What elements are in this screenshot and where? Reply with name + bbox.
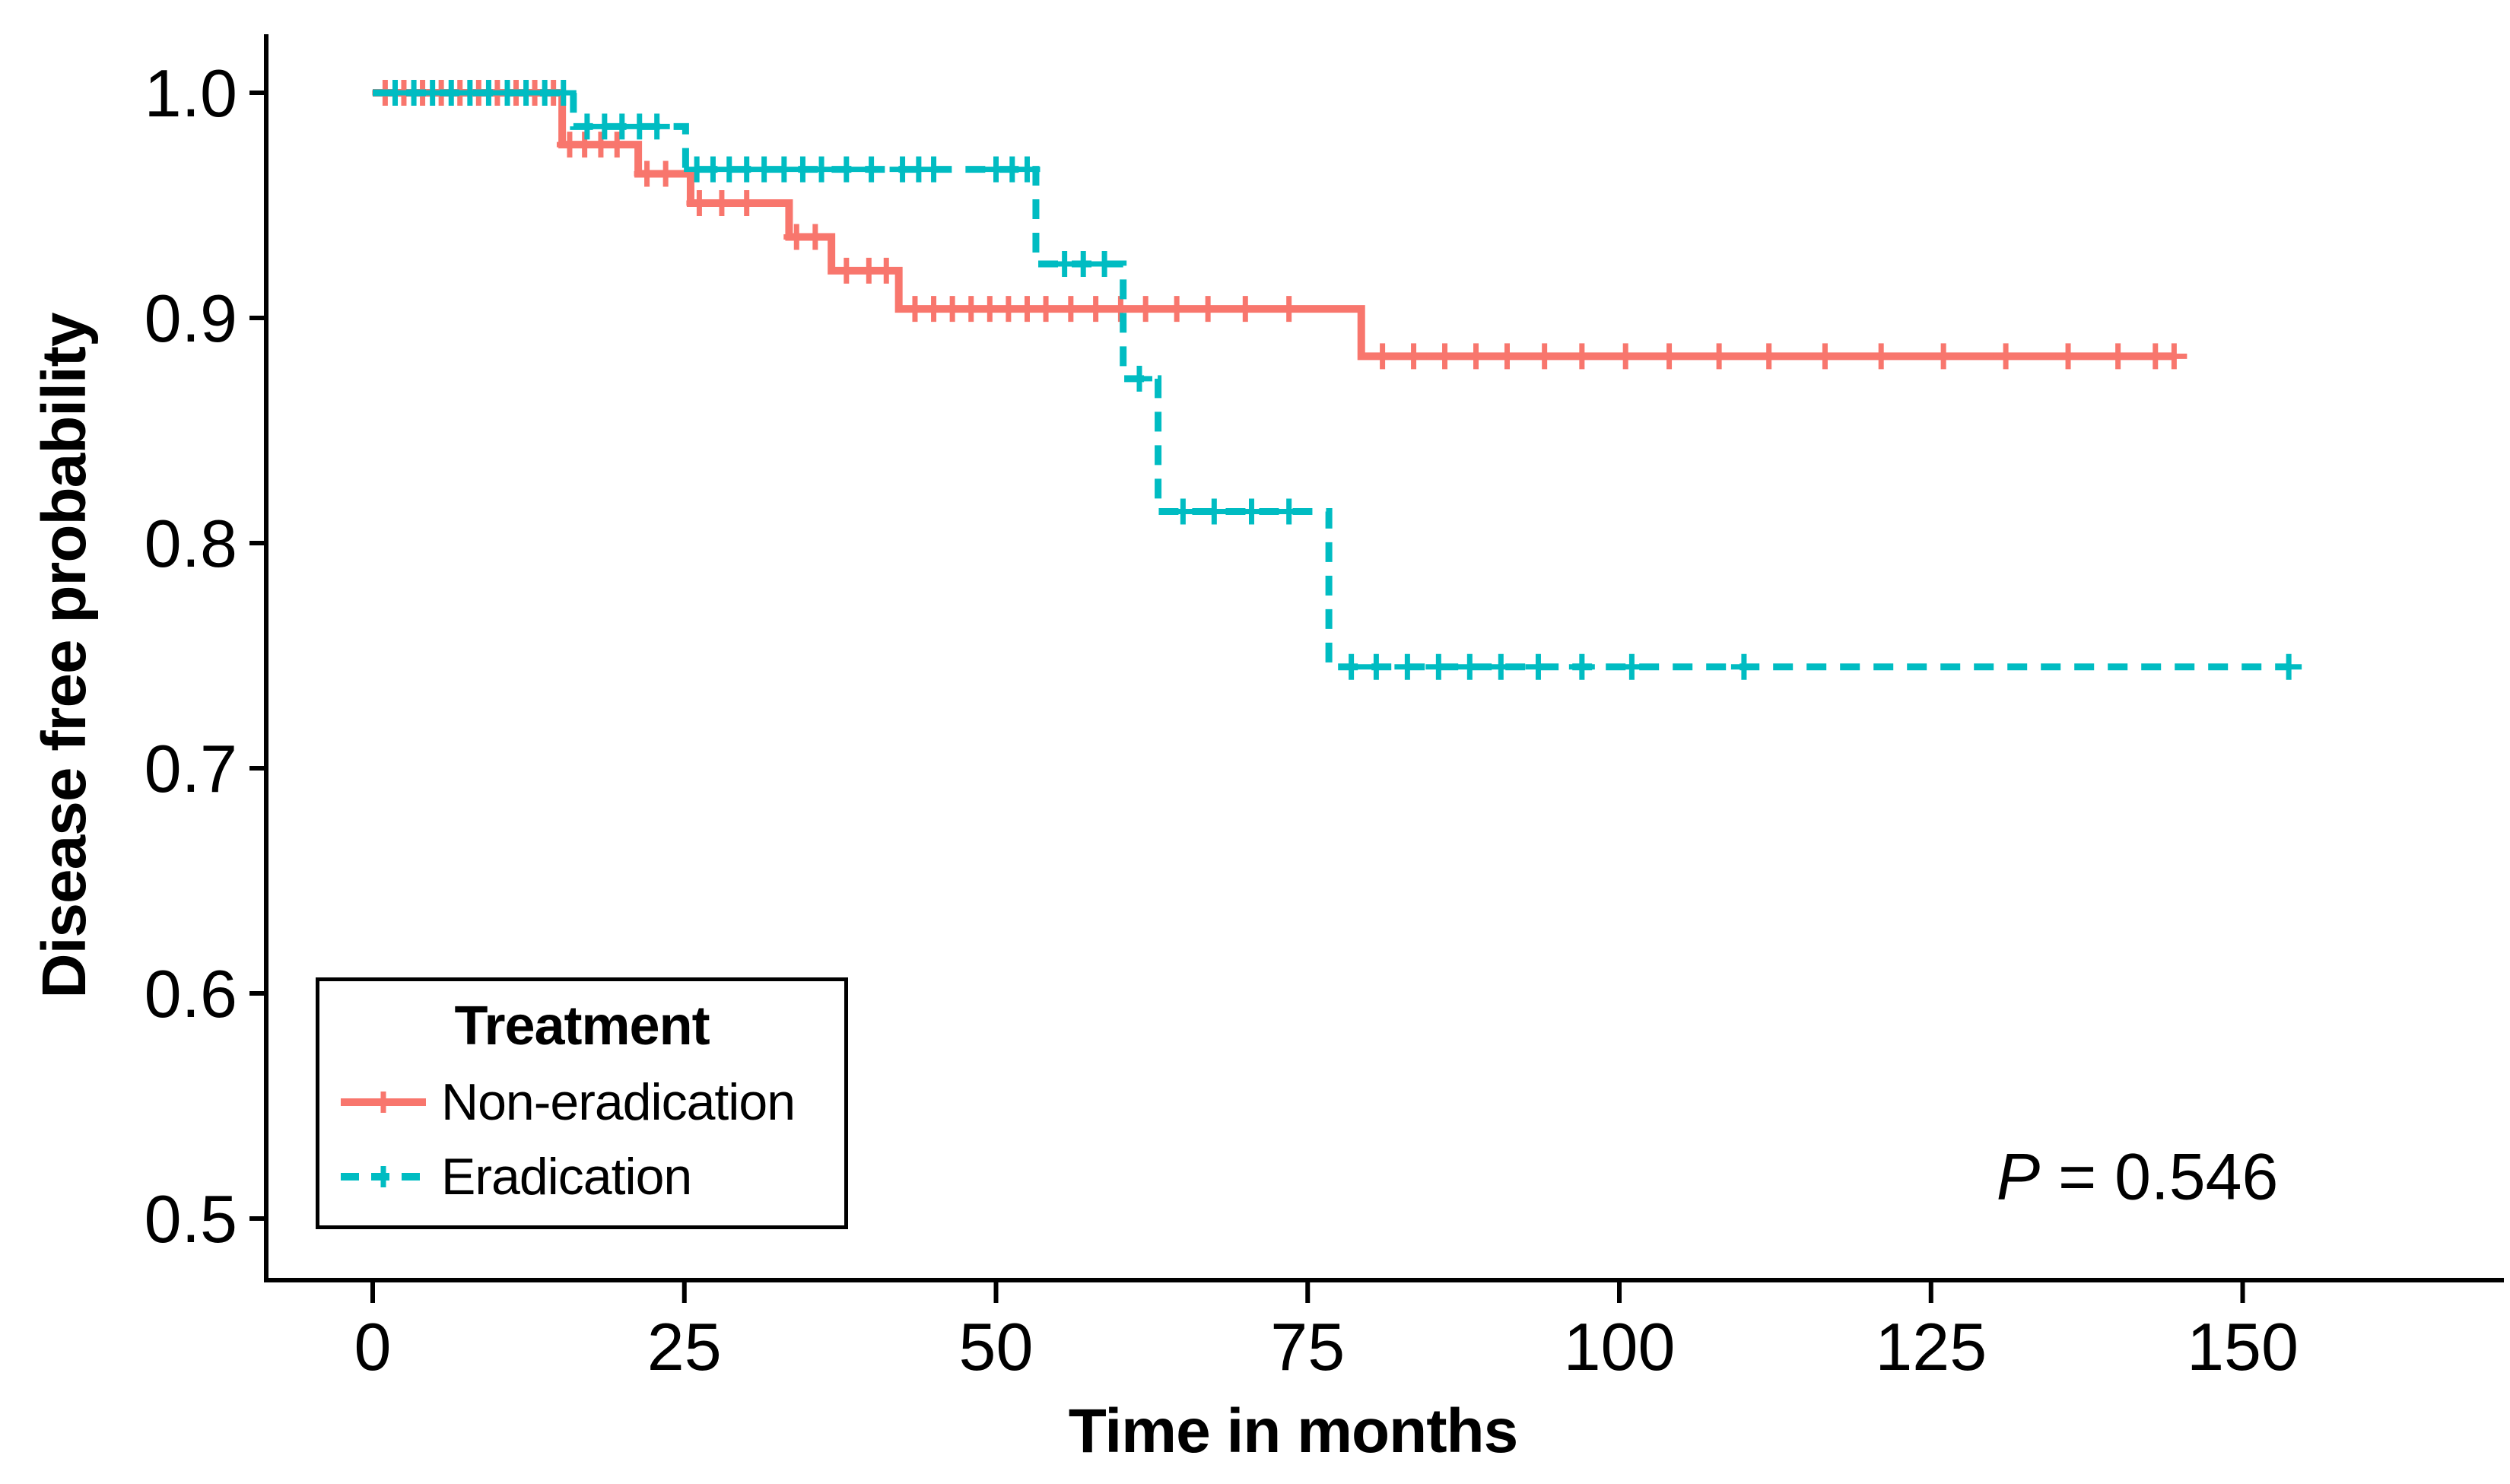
y-tick-label-1.0: 1.0 bbox=[145, 56, 237, 131]
non-eradication-curve bbox=[373, 89, 2175, 361]
legend-item-non-eradication: Non-eradication bbox=[338, 1072, 844, 1132]
legend-item-eradication: Eradication bbox=[338, 1147, 844, 1206]
x-tick-label-50: 50 bbox=[959, 1309, 1034, 1384]
eradication-censor-marks bbox=[382, 80, 2302, 680]
solid-line-key-icon bbox=[341, 1092, 426, 1113]
x-tick-label-75: 75 bbox=[1270, 1309, 1345, 1384]
eradication-curve bbox=[373, 89, 2289, 671]
y-tick-label-0.5: 0.5 bbox=[145, 1181, 237, 1257]
x-axis-title: Time in months bbox=[1068, 1397, 1518, 1466]
x-tick-label-25: 25 bbox=[647, 1309, 722, 1384]
x-tick-label-0: 0 bbox=[354, 1309, 392, 1384]
p-value-symbol: P bbox=[1996, 1140, 2041, 1214]
p-value-annotation: P = 0.546 bbox=[1997, 1140, 2279, 1215]
x-tick-label-150: 150 bbox=[2187, 1309, 2299, 1384]
y-tick-label-0.6: 0.6 bbox=[145, 956, 237, 1031]
dashed-line-key-icon bbox=[341, 1166, 426, 1187]
y-tick-label-0.8: 0.8 bbox=[145, 506, 237, 581]
y-tick-label-0.9: 0.9 bbox=[145, 281, 237, 356]
legend-box: Treatment Non-eradication Eradication bbox=[316, 977, 848, 1229]
y-tick-label-0.7: 0.7 bbox=[145, 731, 237, 806]
y-axis-title: Disease free probability bbox=[30, 313, 99, 999]
legend-label-eradication: Eradication bbox=[441, 1148, 692, 1206]
x-tick-label-100: 100 bbox=[1564, 1309, 1676, 1384]
legend-title: Treatment bbox=[454, 996, 710, 1057]
legend-label-non-eradication: Non-eradication bbox=[441, 1073, 796, 1131]
p-value-text: = 0.546 bbox=[2040, 1140, 2279, 1214]
x-tick-label-125: 125 bbox=[1875, 1309, 1987, 1384]
